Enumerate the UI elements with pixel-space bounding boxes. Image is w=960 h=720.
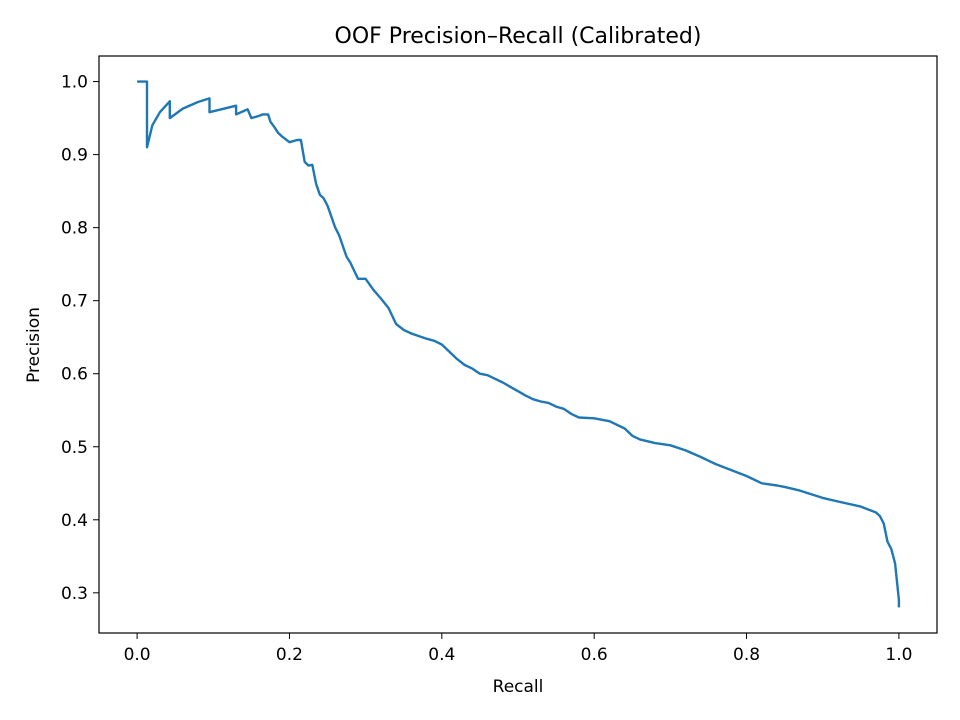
y-axis-label: Precision [24, 307, 44, 383]
x-axis-label: Recall [493, 677, 544, 697]
y-tick-label: 1.0 [61, 73, 88, 93]
x-tick-label: 1.0 [885, 645, 912, 665]
y-axis-ticks: 0.3 0.4 0.5 0.6 0.7 0.8 0.9 1.0 [61, 73, 99, 604]
x-axis-ticks: 0.0 0.2 0.4 0.6 0.8 1.0 [124, 633, 912, 665]
y-tick-label: 0.7 [61, 292, 88, 312]
plot-frame [98, 55, 938, 634]
y-tick-label: 0.4 [61, 511, 88, 531]
x-tick-label: 0.8 [733, 645, 760, 665]
precision-recall-curve [137, 80, 901, 608]
y-tick-label: 0.9 [61, 146, 88, 166]
x-tick-label: 0.2 [276, 645, 303, 665]
x-tick-label: 0.6 [581, 645, 608, 665]
y-tick-label: 0.6 [61, 365, 88, 385]
plot-area [137, 80, 901, 608]
x-tick-label: 0.0 [124, 645, 151, 665]
x-tick-label: 0.4 [428, 645, 455, 665]
y-tick-label: 0.5 [61, 438, 88, 458]
y-tick-label: 0.3 [61, 584, 88, 604]
chart-title: OOF Precision–Recall (Calibrated) [335, 24, 702, 49]
y-tick-label: 0.8 [61, 219, 88, 239]
